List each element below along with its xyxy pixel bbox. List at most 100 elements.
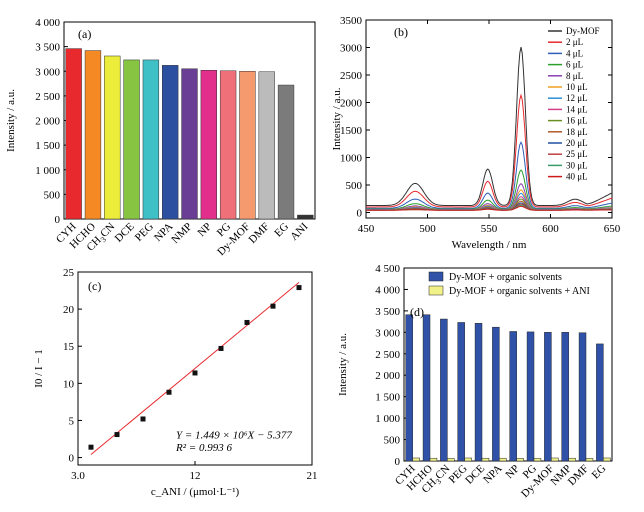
x-tick-label: NPA — [481, 463, 504, 486]
bar — [65, 48, 82, 220]
y-tick-label: 3000 — [340, 43, 363, 55]
fit-equation: Y = 1.449 × 10⁶X − 5.377 — [176, 429, 292, 441]
y-tick-label: 5 — [69, 415, 75, 427]
bar — [516, 458, 524, 462]
bar — [277, 84, 295, 220]
y-tick-label: 25 — [63, 267, 75, 279]
data-point — [140, 416, 146, 422]
y-tick-label: 1000 — [340, 153, 363, 165]
panel-label: (b) — [394, 25, 408, 39]
y-axis-label: Intensity / a.u. — [331, 87, 343, 150]
bar — [603, 457, 611, 462]
bar — [499, 457, 507, 462]
legend-swatch — [428, 271, 444, 282]
fit-r2: R² = 0.993 6 — [175, 442, 232, 454]
y-tick-label: 1 000 — [375, 413, 400, 425]
y-tick-label: 0 — [69, 453, 75, 465]
x-axis-label: Wavelength / nm — [452, 239, 527, 251]
x-tick-label: 550 — [481, 223, 498, 235]
y-tick-label: 20 — [63, 304, 75, 316]
bar — [104, 55, 121, 220]
data-point — [166, 389, 172, 395]
bar — [561, 332, 569, 462]
y-tick-label: 2 500 — [375, 349, 400, 361]
bar — [219, 70, 237, 220]
y-tick-label: 1 500 — [375, 392, 400, 404]
x-tick-label: NMP — [169, 221, 194, 246]
bar — [429, 457, 438, 462]
bar — [181, 68, 198, 220]
x-tick-label: NP — [196, 221, 214, 239]
bar — [84, 50, 102, 220]
legend-label: 6 μL — [566, 60, 583, 70]
panel-label: (c) — [88, 279, 101, 293]
x-tick-label: 450 — [358, 223, 375, 235]
y-tick-label: 3 000 — [35, 66, 60, 78]
x-tick-label: 3.0 — [71, 470, 85, 482]
legend-label: 40 μL — [566, 172, 588, 182]
data-point — [192, 370, 198, 376]
y-tick-label: 1 500 — [35, 140, 60, 152]
x-tick-label: 12 — [190, 470, 201, 482]
y-tick-label: 3500 — [340, 15, 363, 27]
y-tick-label: 1500 — [340, 125, 363, 137]
y-tick-label: 3 500 — [35, 42, 60, 54]
panel-b: 450 500 550 600 650 0 500 1000 1500 2000 2500 3000 3… — [331, 15, 621, 251]
x-tick-label: DMF — [566, 463, 591, 488]
legend-label: 25 μL — [566, 149, 588, 159]
y-tick-label: 500 — [346, 180, 363, 192]
series-line — [366, 141, 613, 209]
data-point — [270, 303, 276, 309]
bar — [533, 458, 542, 462]
bar — [297, 214, 314, 220]
bar — [422, 314, 431, 462]
bar — [492, 326, 500, 462]
data-point — [218, 345, 224, 351]
y-tick-label: 0 — [395, 456, 401, 468]
legend-label: Dy-MOF + organic solvents — [449, 272, 562, 283]
x-tick-label: EG — [272, 221, 291, 240]
y-tick-label: 0 — [357, 208, 363, 220]
bar — [596, 343, 604, 462]
legend-label: 14 μL — [566, 104, 588, 114]
bar — [568, 457, 576, 462]
panel-label: (d) — [410, 305, 424, 319]
legend-label: 16 μL — [566, 116, 588, 126]
x-tick-label: 500 — [419, 223, 436, 235]
legend-label: Dy-MOF + organic solvents + ANI — [449, 286, 590, 297]
series-line — [366, 47, 613, 206]
y-tick-label: 2 000 — [375, 370, 400, 382]
series-line — [366, 169, 613, 210]
bar — [447, 458, 455, 462]
bar — [412, 457, 420, 462]
bar — [526, 331, 535, 462]
legend-label: 10 μL — [566, 82, 588, 92]
x-tick-label: EG — [590, 463, 609, 482]
bar — [551, 457, 559, 462]
legend-swatch — [428, 285, 444, 296]
series-line — [366, 205, 612, 211]
legend-label: 18 μL — [566, 127, 588, 137]
bar — [544, 332, 552, 462]
y-tick-label: 2000 — [340, 98, 363, 110]
y-tick-label: 1 000 — [35, 165, 60, 177]
y-tick-label: 3 000 — [375, 327, 400, 339]
y-tick-label: 500 — [384, 435, 401, 447]
y-tick-label: 3 500 — [375, 306, 400, 318]
x-tick-label: DMF — [247, 221, 272, 246]
bar — [162, 65, 179, 220]
series-line — [366, 93, 613, 208]
legend-label: 30 μL — [566, 160, 588, 170]
legend-label: Dy-MOF — [566, 26, 600, 36]
bar — [123, 59, 140, 220]
y-tick-label: 2500 — [340, 70, 363, 82]
bar — [585, 458, 594, 462]
y-tick-label: 2 500 — [35, 91, 60, 103]
bar — [578, 332, 587, 462]
data-point — [244, 319, 250, 325]
data-point — [114, 432, 120, 438]
legend-label: 8 μL — [566, 71, 583, 81]
plot-frame — [403, 267, 613, 462]
y-tick-label: 15 — [63, 341, 75, 353]
